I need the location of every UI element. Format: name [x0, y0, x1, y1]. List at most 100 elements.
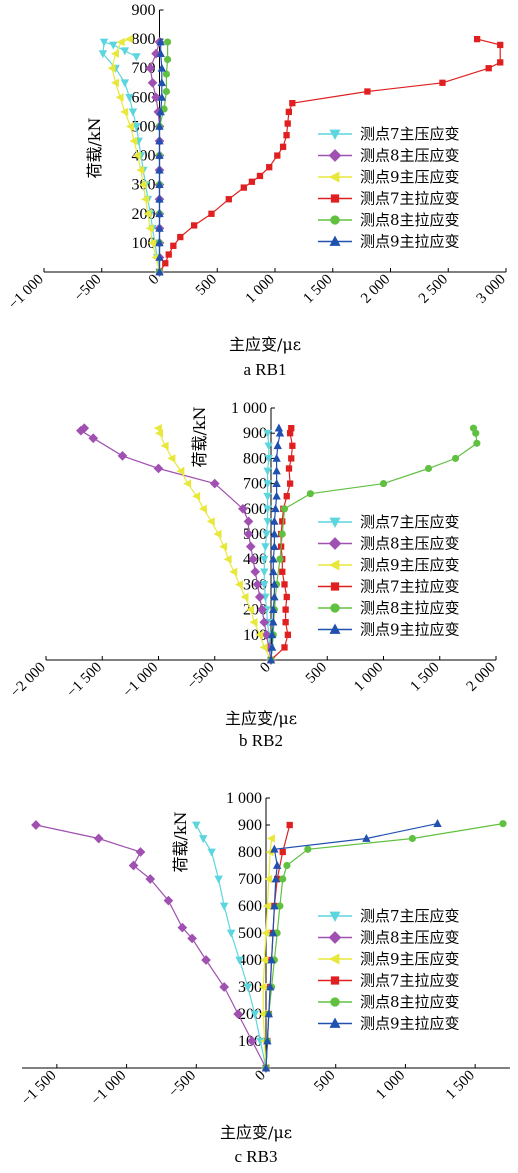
x-axis-title: 主应变/με	[225, 709, 297, 728]
x-tick-label: 1 000	[243, 272, 278, 307]
data-point	[265, 982, 275, 991]
legend: 测点7主压应变测点8主压应变测点9主压应变测点7主拉应变测点8主拉应变测点9主拉…	[318, 907, 460, 1033]
data-point	[208, 210, 215, 217]
data-point	[132, 123, 141, 132]
legend-marker	[330, 215, 340, 225]
data-point	[286, 821, 293, 829]
legend-marker	[330, 582, 340, 591]
data-point	[243, 983, 253, 992]
data-point	[155, 209, 164, 218]
data-point	[279, 518, 286, 525]
data-point	[162, 260, 169, 267]
data-point	[499, 820, 507, 828]
data-point	[379, 480, 388, 488]
data-point	[263, 467, 272, 476]
series-line	[35, 824, 267, 1069]
panel-caption: b RB2	[239, 731, 283, 750]
legend-label: 测点8主压应变	[360, 535, 460, 553]
y-tick-label: 1 000	[231, 400, 267, 417]
data-point	[129, 136, 138, 146]
data-point	[408, 834, 416, 843]
data-point	[234, 580, 243, 589]
data-point	[264, 442, 273, 451]
data-point	[261, 928, 270, 938]
data-point	[31, 820, 41, 830]
data-point	[270, 579, 279, 588]
data-point	[198, 504, 207, 513]
legend-marker	[328, 953, 340, 965]
data-point	[153, 463, 164, 474]
data-point	[176, 466, 185, 476]
data-point	[235, 956, 244, 965]
data-point	[192, 492, 201, 501]
y-tick-label: 600	[238, 898, 262, 915]
legend-marker	[329, 129, 341, 141]
panel-caption: a RB1	[244, 360, 287, 379]
panel-caption: c RB3	[235, 1147, 278, 1166]
data-point	[261, 593, 270, 602]
x-tick-label: −1 000	[6, 272, 47, 313]
data-point	[285, 465, 293, 472]
data-point	[110, 78, 119, 87]
data-point	[266, 834, 275, 843]
data-point	[260, 555, 269, 564]
data-point	[135, 847, 146, 857]
y-axis-title: 荷载/kN	[171, 811, 190, 872]
x-tick-label: −2 000	[8, 660, 49, 701]
data-point	[183, 479, 192, 488]
data-point	[266, 164, 273, 171]
data-point	[270, 516, 279, 525]
y-axis-title: 荷载/kN	[190, 406, 209, 467]
data-point	[263, 429, 272, 438]
data-point	[473, 439, 481, 447]
data-point	[209, 478, 220, 489]
x-tick-label: −500	[71, 272, 104, 305]
data-point	[229, 567, 238, 576]
chart-panel-2: −2 000 −1 500 −1 000 −500 0 500 1 000 1 500 2 00…	[8, 400, 499, 750]
data-point	[259, 617, 270, 628]
data-point	[259, 643, 268, 652]
data-point	[271, 874, 280, 883]
data-point	[269, 617, 278, 626]
data-point	[279, 143, 287, 150]
x-axis-title: 主应变/με	[220, 1123, 292, 1142]
data-point	[245, 541, 256, 552]
data-point	[283, 493, 290, 500]
legend-marker	[329, 911, 341, 923]
data-point	[170, 242, 177, 249]
y-tick-label: 900	[132, 2, 156, 19]
data-point	[156, 37, 165, 46]
data-point	[262, 901, 271, 911]
data-point	[281, 581, 288, 588]
data-point	[132, 53, 141, 62]
data-point	[272, 478, 281, 487]
y-tick-label: 100	[132, 235, 156, 252]
data-point	[252, 579, 263, 590]
data-point	[264, 1009, 273, 1018]
data-point	[364, 88, 371, 95]
series-line	[195, 824, 267, 1069]
data-point	[98, 50, 108, 59]
data-point	[362, 833, 371, 842]
data-point	[257, 604, 267, 615]
y-tick-label: 1 000	[226, 790, 262, 807]
data-point	[261, 1063, 271, 1072]
data-point	[138, 180, 147, 189]
data-point	[278, 530, 286, 538]
data-point	[254, 592, 265, 602]
legend-label: 测点9主压应变	[360, 556, 460, 574]
legend: 测点7主压应变测点8主压应变测点9主压应变测点7主拉应变测点8主拉应变测点9主拉…	[318, 513, 460, 639]
data-point	[258, 1009, 267, 1019]
data-point	[207, 848, 216, 857]
data-point	[163, 895, 174, 906]
legend-marker	[329, 517, 341, 529]
data-point	[439, 79, 446, 86]
data-point	[125, 93, 134, 102]
data-point	[269, 604, 278, 613]
data-point	[155, 223, 164, 232]
x-tick-label: 1 500	[300, 272, 335, 307]
series-line	[270, 427, 478, 661]
data-point	[266, 655, 276, 664]
data-point	[261, 543, 270, 552]
